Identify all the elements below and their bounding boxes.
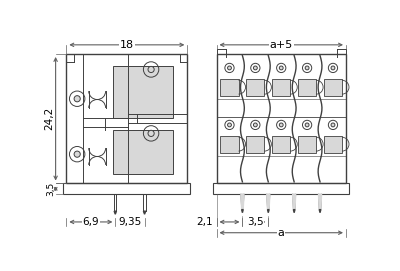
Circle shape [74, 151, 80, 157]
Bar [216, 54, 346, 183]
Bar [246, 136, 264, 153]
Polygon shape [293, 194, 296, 210]
Text: a: a [278, 228, 285, 238]
Bar [298, 136, 316, 153]
Polygon shape [144, 211, 146, 214]
Polygon shape [268, 210, 269, 213]
Bar [324, 136, 342, 153]
Text: 6,9: 6,9 [82, 217, 99, 227]
Bar [272, 79, 290, 96]
Bar [66, 54, 187, 183]
Polygon shape [241, 194, 244, 210]
Circle shape [74, 96, 80, 102]
Bar [246, 79, 264, 96]
Polygon shape [267, 194, 270, 210]
Circle shape [228, 66, 232, 70]
Bar [113, 66, 173, 118]
Text: 3,5: 3,5 [247, 217, 264, 227]
Circle shape [331, 123, 335, 127]
Circle shape [228, 123, 232, 127]
Polygon shape [114, 211, 116, 214]
Circle shape [279, 123, 283, 127]
Circle shape [305, 123, 309, 127]
Circle shape [279, 66, 283, 70]
Polygon shape [293, 210, 295, 213]
Bar [298, 79, 316, 96]
Circle shape [305, 66, 309, 70]
Circle shape [254, 66, 257, 70]
Polygon shape [242, 210, 243, 213]
Circle shape [331, 66, 335, 70]
Bar [272, 136, 290, 153]
Bar [63, 183, 190, 194]
Text: 18: 18 [120, 40, 134, 50]
Text: 24,2: 24,2 [44, 107, 54, 130]
Bar [214, 183, 349, 194]
Text: 3,5: 3,5 [46, 182, 55, 196]
Bar [220, 79, 238, 96]
Text: 9,35: 9,35 [118, 217, 142, 227]
Bar [113, 130, 173, 174]
Bar [324, 79, 342, 96]
Bar [220, 136, 238, 153]
Polygon shape [319, 210, 321, 213]
Circle shape [148, 130, 154, 137]
Text: 2,1: 2,1 [196, 217, 213, 227]
Circle shape [148, 66, 154, 73]
Text: a+5: a+5 [270, 40, 293, 50]
Polygon shape [318, 194, 322, 210]
Circle shape [254, 123, 257, 127]
